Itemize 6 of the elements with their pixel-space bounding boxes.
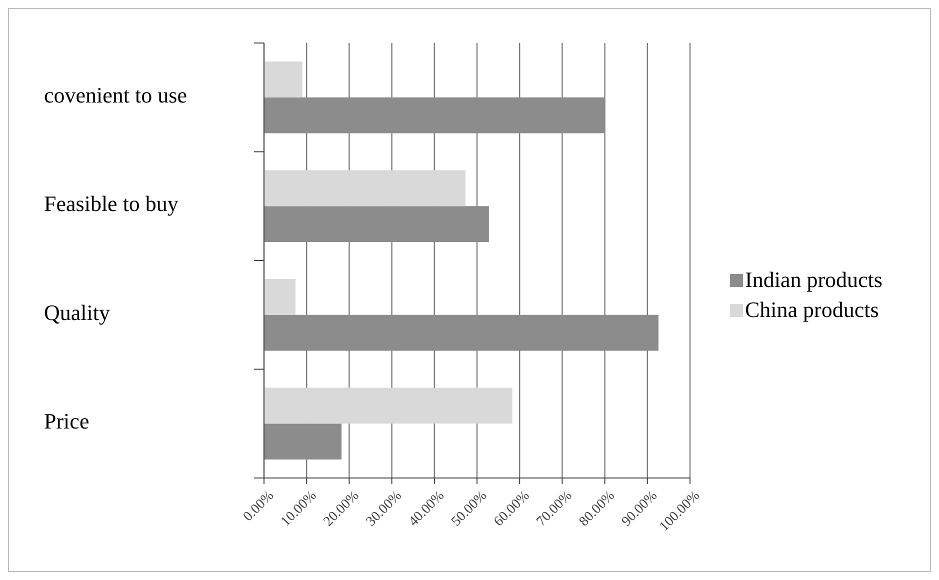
legend-label: Indian products bbox=[745, 267, 882, 292]
y-tick-label: Quality bbox=[44, 300, 110, 325]
y-tick-label: Price bbox=[44, 408, 90, 434]
y-tick-label: covenient to use bbox=[44, 82, 187, 108]
legend-label: China products bbox=[745, 297, 879, 322]
y-tick-label: Feasible to buy bbox=[44, 191, 178, 216]
